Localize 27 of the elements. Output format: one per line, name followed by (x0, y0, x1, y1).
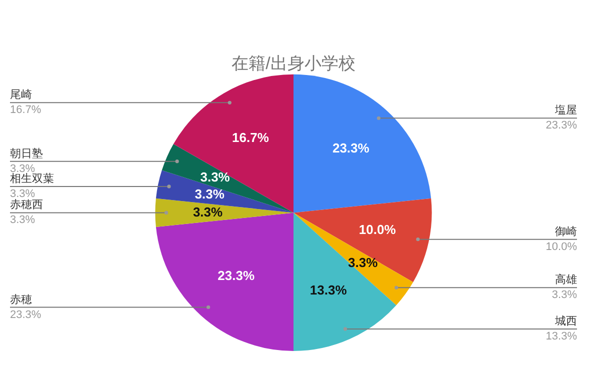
chart-title: 在籍/出身小学校 (232, 54, 356, 73)
text: 23.3% (546, 120, 577, 132)
text: 16.7% (10, 104, 42, 116)
slice-label: 御崎 (555, 224, 577, 238)
text: 3.3% (552, 289, 577, 302)
slice-label: 赤穂 (10, 292, 32, 306)
data-label: 3.3% (194, 186, 225, 202)
slice-label: 城西 (554, 314, 577, 328)
text: 23.3% (10, 308, 42, 321)
text: 10.0% (546, 240, 577, 253)
data-label: 13.3% (310, 282, 348, 298)
data-label: 3.3% (192, 204, 224, 220)
data-label: 10.0% (358, 222, 396, 238)
slice-label: 尾崎 (10, 88, 32, 102)
slice-label: 相生双葉 (10, 172, 54, 185)
slice-label: 赤穂西 (10, 198, 43, 212)
data-label: 3.3% (348, 254, 378, 270)
data-label: 23.3% (218, 268, 255, 283)
data-label: 23.3% (332, 140, 370, 156)
text: 3.3% (10, 214, 36, 226)
text: 3.3% (10, 188, 36, 200)
data-label: 3.3% (200, 170, 230, 185)
data-label: 16.7% (232, 130, 270, 146)
slice-label: 朝日塾 (10, 146, 43, 160)
text: 13.3% (546, 330, 577, 342)
slice-label: 高雄 (555, 273, 577, 286)
slice-label: 塩屋 (554, 104, 577, 117)
